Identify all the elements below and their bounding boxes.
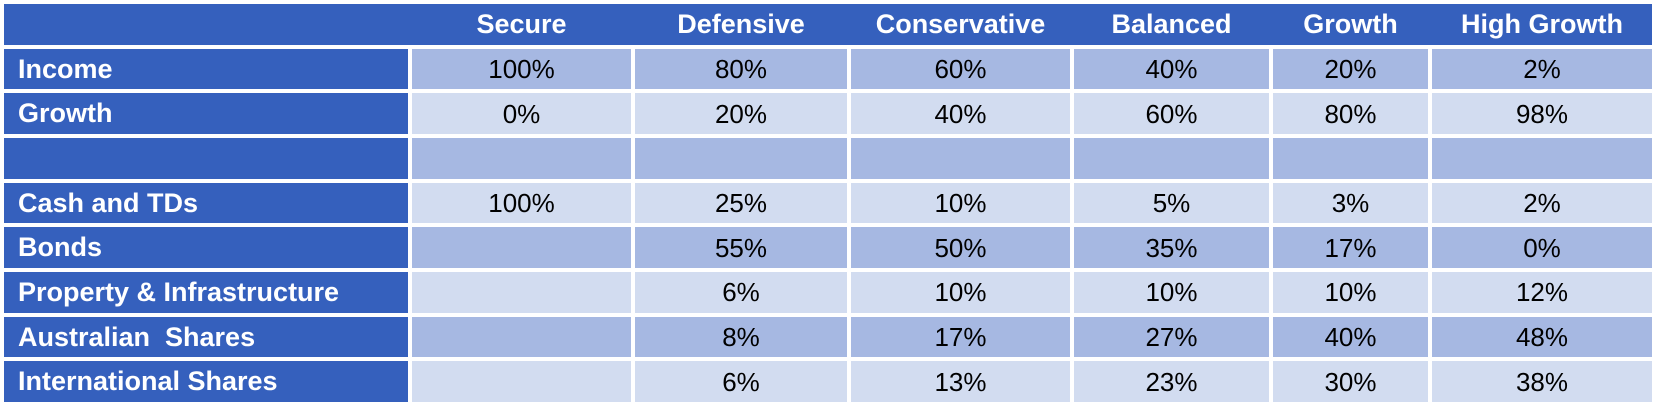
value-cell: 50% bbox=[851, 227, 1070, 269]
value-cell bbox=[635, 138, 847, 179]
value-cell: 0% bbox=[1432, 227, 1652, 269]
value-cell: 23% bbox=[1074, 361, 1269, 403]
column-header: Conservative bbox=[875, 8, 1046, 39]
value-cell: 40% bbox=[1074, 48, 1269, 90]
row-label: Growth bbox=[4, 93, 408, 135]
value-cell: 2% bbox=[1432, 48, 1652, 90]
table-row: International Shares 6% 13% 23% 30% 38% bbox=[4, 361, 1652, 403]
value-cell: 6% bbox=[635, 272, 847, 313]
table-row: Australian Shares 8% 17% 27% 40% 48% bbox=[4, 316, 1652, 358]
row-label: Income bbox=[4, 48, 408, 90]
row-label: Property & Infrastructure bbox=[4, 272, 408, 313]
column-header: Balanced bbox=[1111, 8, 1232, 39]
value-cell: 6% bbox=[635, 361, 847, 403]
value-cell bbox=[412, 272, 631, 313]
value-cell: 10% bbox=[1074, 272, 1269, 313]
value-cell bbox=[1273, 138, 1428, 179]
value-cell: 12% bbox=[1432, 272, 1652, 313]
table-row: Property & Infrastructure 6% 10% 10% 10% 12% bbox=[4, 272, 1652, 313]
column-header: High Growth bbox=[1461, 8, 1623, 39]
row-label: Australian Shares bbox=[4, 316, 408, 358]
row-label: Cash and TDs bbox=[4, 182, 408, 224]
corner-cell bbox=[4, 4, 408, 45]
value-cell bbox=[1074, 138, 1269, 179]
value-cell: 20% bbox=[635, 93, 847, 135]
value-cell bbox=[412, 361, 631, 403]
value-cell: 2% bbox=[1432, 182, 1652, 224]
value-cell: 3% bbox=[1273, 182, 1428, 224]
column-header: Growth bbox=[1303, 8, 1398, 39]
value-cell: 10% bbox=[1273, 272, 1428, 313]
row-label: Bonds bbox=[4, 227, 408, 269]
value-cell: 30% bbox=[1273, 361, 1428, 403]
value-cell: 10% bbox=[851, 182, 1070, 224]
value-cell: 60% bbox=[851, 48, 1070, 90]
value-cell: 35% bbox=[1074, 227, 1269, 269]
value-cell: 8% bbox=[635, 316, 847, 358]
column-header: Secure bbox=[476, 8, 567, 39]
value-cell: 40% bbox=[851, 93, 1070, 135]
value-cell bbox=[412, 227, 631, 269]
value-cell: 17% bbox=[851, 316, 1070, 358]
value-cell: 100% bbox=[412, 182, 631, 224]
value-cell: 25% bbox=[635, 182, 847, 224]
value-cell: 38% bbox=[1432, 361, 1652, 403]
value-cell: 5% bbox=[1074, 182, 1269, 224]
value-cell: 80% bbox=[1273, 93, 1428, 135]
value-cell: 27% bbox=[1074, 316, 1269, 358]
value-cell bbox=[1432, 138, 1652, 179]
value-cell: 60% bbox=[1074, 93, 1269, 135]
value-cell: 20% bbox=[1273, 48, 1428, 90]
value-cell bbox=[412, 138, 631, 179]
value-cell: 98% bbox=[1432, 93, 1652, 135]
table-row: Bonds 55% 50% 35% 17% 0% bbox=[4, 227, 1652, 269]
value-cell: 100% bbox=[412, 48, 631, 90]
row-label: International Shares bbox=[4, 361, 408, 403]
value-cell: 55% bbox=[635, 227, 847, 269]
value-cell: 13% bbox=[851, 361, 1070, 403]
value-cell: 40% bbox=[1273, 316, 1428, 358]
table-row: Growth 0% 20% 40% 60% 80% 98% bbox=[4, 93, 1652, 135]
row-label bbox=[4, 138, 408, 179]
value-cell: 0% bbox=[412, 93, 631, 135]
value-cell: 17% bbox=[1273, 227, 1428, 269]
value-cell bbox=[851, 138, 1070, 179]
column-header: Defensive bbox=[677, 8, 805, 39]
value-cell: 10% bbox=[851, 272, 1070, 313]
table-row: Income 100% 80% 60% 40% 20% 2% bbox=[4, 48, 1652, 90]
value-cell: 48% bbox=[1432, 316, 1652, 358]
table-row bbox=[4, 138, 1652, 179]
value-cell: 80% bbox=[635, 48, 847, 90]
table-row: Cash and TDs 100% 25% 10% 5% 3% 2% bbox=[4, 182, 1652, 224]
value-cell bbox=[412, 316, 631, 358]
header-row: Secure Defensive Conservative Balanced Growt… bbox=[4, 4, 1652, 45]
